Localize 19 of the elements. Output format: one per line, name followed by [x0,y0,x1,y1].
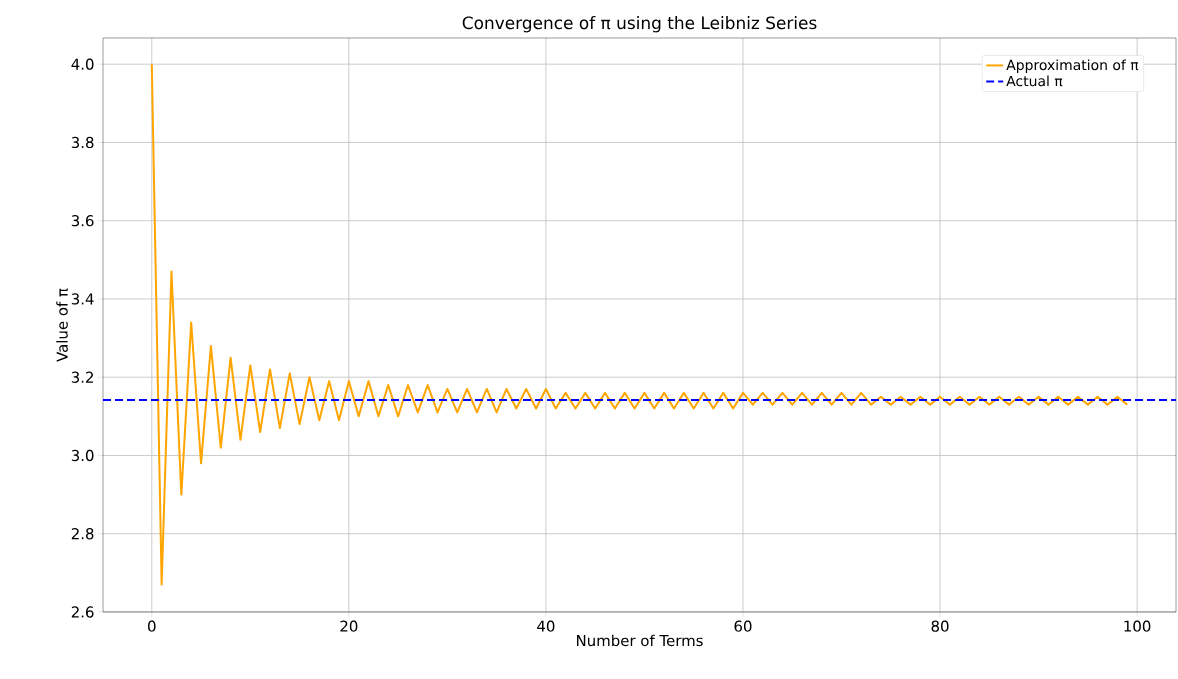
y-tick-label: 2.6 [71,606,94,618]
legend-label: Approximation of π [1006,59,1139,73]
y-tick-label: 3.4 [71,293,94,305]
y-tick-label: 3.8 [71,136,94,149]
y-tick-label: 3.2 [71,371,93,383]
legend-label: Actual π [1006,75,1063,87]
y-tick-label: 2.8 [71,528,94,540]
x-axis-title: Number of Terms [577,634,703,647]
x-tick-label: 80 [931,620,949,632]
x-tick-label: 60 [734,620,752,632]
y-axis-title: Value of π [56,288,68,362]
x-tick-label: 100 [1124,620,1151,632]
y-tick-label: 3.0 [71,449,94,462]
chart-title: Convergence of π using the Leibniz Series [462,16,817,33]
x-tick-label: 40 [537,620,555,632]
x-tick-label: 20 [340,620,358,632]
y-tick-label: 4.0 [71,58,94,70]
y-tick-label: 3.6 [71,215,94,227]
x-tick-label: 0 [148,620,156,632]
